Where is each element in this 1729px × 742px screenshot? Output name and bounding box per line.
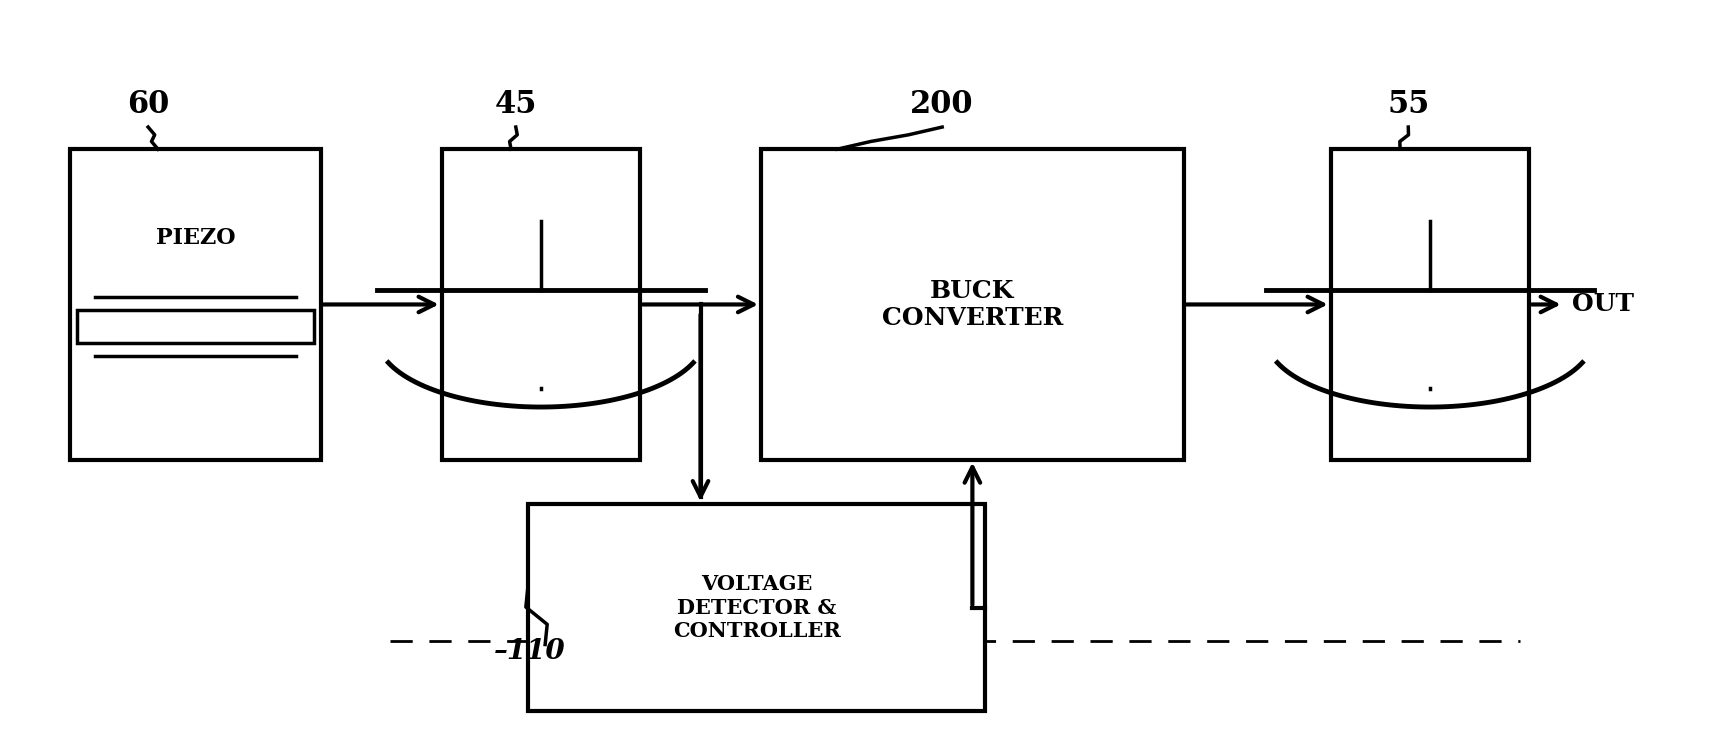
- Bar: [441, 149, 640, 460]
- Text: 60: 60: [126, 88, 169, 119]
- Text: OUT: OUT: [1572, 292, 1634, 317]
- Text: 200: 200: [911, 88, 973, 119]
- Bar: [76, 310, 315, 344]
- Text: 55: 55: [1387, 88, 1430, 119]
- Bar: [527, 504, 986, 711]
- Text: 45: 45: [494, 88, 538, 119]
- Text: VOLTAGE
DETECTOR &
CONTROLLER: VOLTAGE DETECTOR & CONTROLLER: [673, 574, 840, 641]
- Bar: [71, 149, 322, 460]
- Text: BUCK
CONVERTER: BUCK CONVERTER: [882, 278, 1063, 330]
- Bar: [1331, 149, 1528, 460]
- Bar: [761, 149, 1184, 460]
- Text: PIEZO: PIEZO: [156, 227, 235, 249]
- Text: –110: –110: [493, 638, 565, 666]
